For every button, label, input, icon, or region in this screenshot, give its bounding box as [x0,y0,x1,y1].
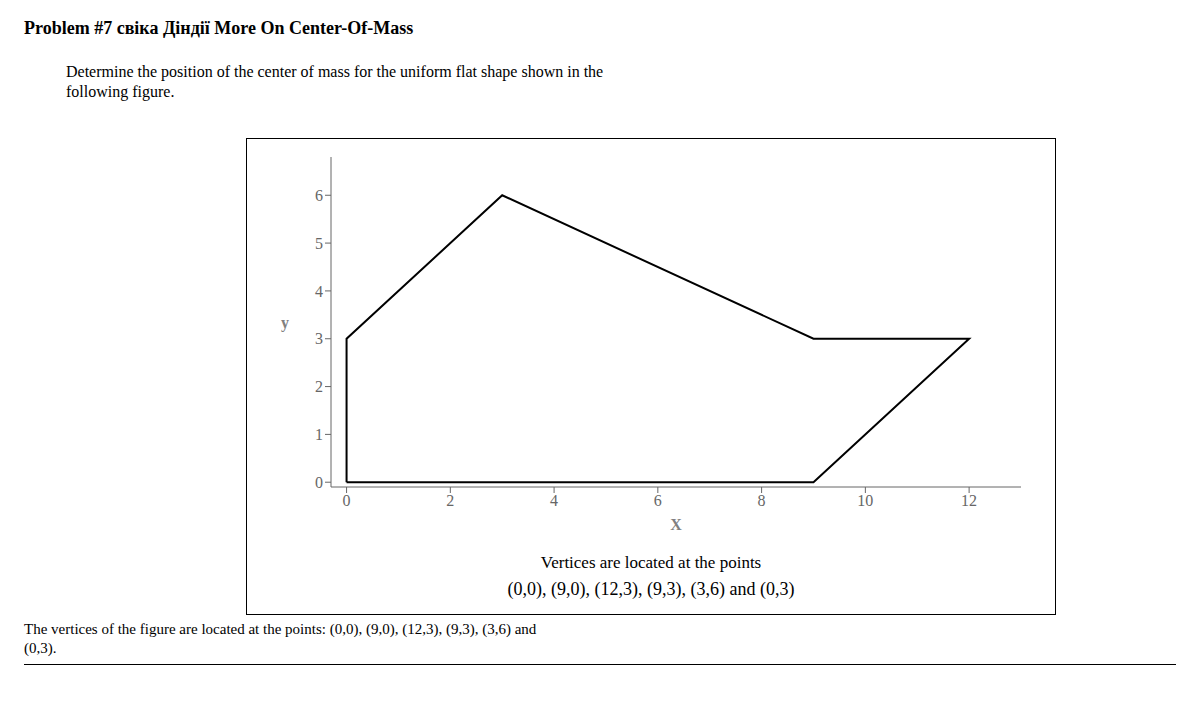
svg-text:X: X [670,516,682,533]
svg-text:0: 0 [315,474,323,491]
svg-text:0: 0 [343,492,351,509]
svg-text:5: 5 [315,235,323,252]
svg-text:12: 12 [961,492,977,509]
svg-text:3: 3 [315,330,323,347]
svg-text:6: 6 [315,187,323,204]
svg-text:2: 2 [446,492,454,509]
svg-text:4: 4 [315,283,323,300]
html-text:Vertices are located at the po: Vertices are located at the points [540,553,762,572]
html-text:Problem #7 свiка Діндiї More O: Problem #7 свiка Діндiї More On Center-O… [24,18,414,38]
svg-text:6: 6 [654,492,662,509]
html-text:(0,0), (9,0), (12,3), (9,3), (: (0,0), (9,0), (12,3), (9,3), (3,6) and (… [507,579,795,599]
svg-text:10: 10 [857,492,873,509]
svg-text:y: y [281,314,289,332]
svg-text:1: 1 [315,426,323,443]
html-text:The vertices of the figure are: The vertices of the figure are located a… [24,621,537,656]
svg-text:8: 8 [758,492,766,509]
svg-text:2: 2 [315,378,323,395]
svg-text:4: 4 [550,492,558,509]
html-text:Determine the position of the: Determine the position of the center of … [66,63,604,100]
